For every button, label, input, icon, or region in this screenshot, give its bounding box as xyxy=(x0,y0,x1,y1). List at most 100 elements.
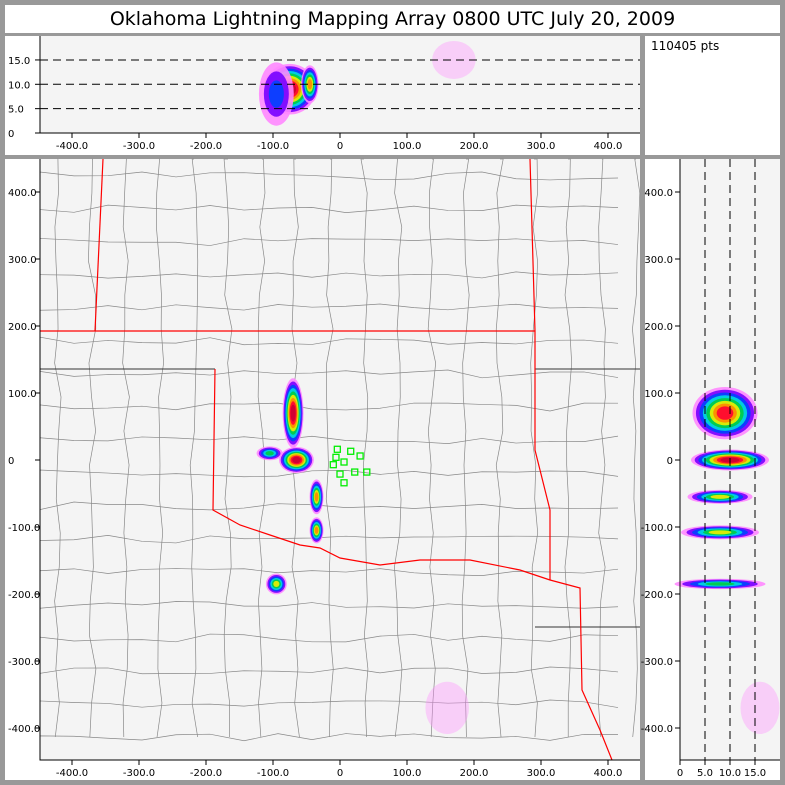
x-tick-label: 200.0 xyxy=(460,141,489,152)
county-line xyxy=(39,435,619,444)
x-tick-label: 400.0 xyxy=(594,141,623,152)
lightning-density-mark xyxy=(740,681,780,735)
lightning-density-mark xyxy=(314,492,319,502)
x-tick-label: 200.0 xyxy=(460,768,489,779)
lma-station xyxy=(340,458,348,466)
x-tick-label: -100.0 xyxy=(257,141,289,152)
x-tick-label: -100.0 xyxy=(257,768,289,779)
lightning-density-mark xyxy=(307,79,313,90)
county-line xyxy=(39,303,619,311)
county-line xyxy=(461,158,470,738)
y-tick-label: 0 xyxy=(8,129,14,140)
county-line xyxy=(39,568,619,576)
county-line xyxy=(257,158,266,738)
lightning-density-mark xyxy=(292,456,301,464)
county-line xyxy=(39,601,619,609)
x-tick-label: 10.0 xyxy=(719,768,741,779)
county-borders xyxy=(39,158,641,742)
y-tick-label: 400.0 xyxy=(644,188,673,199)
lightning-density-mark xyxy=(432,40,476,79)
state-border xyxy=(94,158,104,332)
county-line xyxy=(39,733,619,742)
x-tick-label: 300.0 xyxy=(527,141,556,152)
lightning-density-mark xyxy=(716,406,734,420)
lightning-density-mark xyxy=(705,582,735,586)
y-tick-label: -200.0 xyxy=(641,590,673,601)
y-tick-label: -300.0 xyxy=(8,657,40,668)
lightning-density-mark xyxy=(314,526,319,534)
lma-station xyxy=(336,470,344,478)
lightning-density-mark xyxy=(268,80,284,108)
lightning-density-mark xyxy=(273,580,280,587)
lma-station xyxy=(332,453,340,461)
county-line xyxy=(39,469,619,478)
lightning-density-mark xyxy=(425,681,469,735)
x-tick-label: -400.0 xyxy=(56,141,88,152)
y-tick-label: 200.0 xyxy=(644,322,673,333)
county-line xyxy=(122,158,130,738)
x-tick-label: 0 xyxy=(337,768,343,779)
y-tick-label: -400.0 xyxy=(641,724,673,735)
y-tick-label: -300.0 xyxy=(641,657,673,668)
x-tick-label: -400.0 xyxy=(56,768,88,779)
y-tick-label: 200.0 xyxy=(8,322,37,333)
x-tick-label: 100.0 xyxy=(393,141,422,152)
x-tick-label: 400.0 xyxy=(594,768,623,779)
y-tick-label: 10.0 xyxy=(8,80,30,91)
lightning-density-mark xyxy=(710,494,730,499)
state-borders xyxy=(40,158,613,761)
county-line xyxy=(39,402,619,412)
y-tick-label: -100.0 xyxy=(641,523,673,534)
county-line xyxy=(495,158,504,738)
x-tick-label: 5.0 xyxy=(697,768,713,779)
x-tick-label: 100.0 xyxy=(393,768,422,779)
y-tick-label: 0 xyxy=(667,456,673,467)
info-panel: 110405 pts xyxy=(645,36,780,155)
county-line xyxy=(39,171,619,181)
y-tick-label: 100.0 xyxy=(644,389,673,400)
y-tick-label: 0 xyxy=(8,456,14,467)
y-tick-label: -400.0 xyxy=(8,724,40,735)
county-line xyxy=(189,158,199,738)
y-tick-label: 15.0 xyxy=(8,56,30,67)
x-tick-label: 0 xyxy=(677,768,683,779)
county-line xyxy=(39,633,619,643)
axis-line xyxy=(39,159,640,761)
county-line xyxy=(360,158,369,738)
county-line xyxy=(530,158,539,738)
chart-title: Oklahoma Lightning Mapping Array 0800 UT… xyxy=(5,5,780,33)
county-line xyxy=(223,158,233,738)
county-line xyxy=(39,666,619,675)
lma-station xyxy=(363,468,371,476)
x-tick-label: 15.0 xyxy=(744,768,766,779)
lma-station xyxy=(351,468,359,476)
lma-station xyxy=(347,447,355,455)
lightning-density-mark xyxy=(708,530,732,535)
lma-station xyxy=(356,452,364,460)
lightning-density-mark xyxy=(290,404,296,422)
axes: -400.0 -300.0 -200.0 -100.0 0 100.0 200.0 300.0… xyxy=(8,36,780,779)
y-tick-label: -100.0 xyxy=(8,523,40,534)
county-line xyxy=(427,158,437,738)
lma-station xyxy=(329,461,337,469)
x-tick-label: -300.0 xyxy=(123,768,155,779)
y-tick-label: 5.0 xyxy=(8,105,24,116)
x-tick-label: -300.0 xyxy=(123,141,155,152)
county-line xyxy=(564,158,573,737)
county-line xyxy=(39,271,619,279)
point-count: 110405 pts xyxy=(651,39,720,53)
county-line xyxy=(39,699,619,708)
y-tick-label: 300.0 xyxy=(644,255,673,266)
x-tick-label: 300.0 xyxy=(527,768,556,779)
county-line xyxy=(39,369,619,379)
state-line-black xyxy=(40,368,640,628)
x-tick-label: -200.0 xyxy=(190,141,222,152)
county-line xyxy=(632,158,641,738)
lma-station xyxy=(333,445,341,453)
county-line xyxy=(156,158,164,738)
map-plot-area xyxy=(40,159,640,760)
county-line xyxy=(325,158,334,738)
county-line xyxy=(88,158,97,738)
lightning-sources xyxy=(256,40,780,735)
